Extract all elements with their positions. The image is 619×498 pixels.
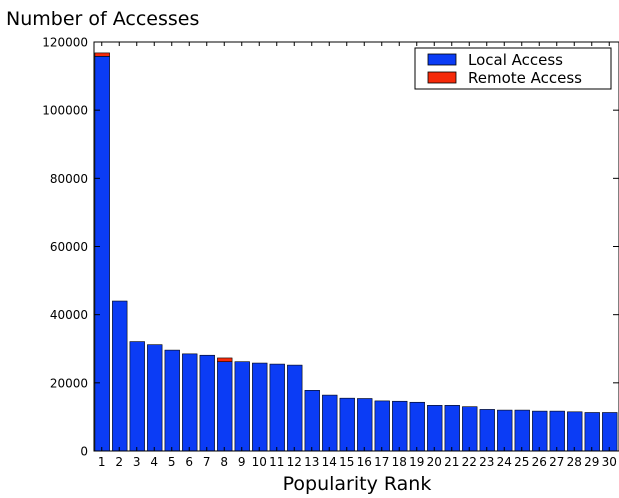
- bar-local-24: [497, 409, 513, 452]
- x-tick-label: 14: [322, 455, 337, 469]
- bar-local-30: [602, 412, 618, 452]
- bar-local-6: [182, 353, 198, 452]
- bar-local-26: [532, 410, 548, 452]
- bar-local-23: [479, 409, 495, 452]
- x-tick-label: 20: [427, 455, 442, 469]
- bar-local-13: [304, 390, 320, 452]
- bar-local-21: [444, 405, 460, 452]
- x-tick-label: 24: [497, 455, 512, 469]
- bar-local-7: [199, 354, 215, 452]
- x-tick-label: 28: [567, 455, 582, 469]
- x-tick-label: 13: [304, 455, 319, 469]
- bar-local-27: [549, 410, 565, 452]
- x-tick-label: 8: [220, 455, 228, 469]
- bar-remote-1: [94, 52, 110, 57]
- legend: Local Access Remote Access: [414, 47, 612, 90]
- y-tick-label: 60000: [50, 240, 88, 254]
- x-tick-label: 6: [185, 455, 193, 469]
- bar-local-20: [427, 405, 443, 452]
- bar-local-9: [234, 361, 250, 452]
- bar-local-18: [392, 400, 408, 452]
- x-tick-label: 26: [532, 455, 547, 469]
- x-tick-label: 29: [584, 455, 599, 469]
- bar-local-10: [252, 362, 268, 452]
- legend-swatch-local-access: [427, 53, 457, 66]
- y-tick-label: 0: [80, 445, 88, 459]
- x-tick-label: 12: [287, 455, 302, 469]
- bar-local-19: [409, 401, 425, 452]
- x-tick-label: 22: [462, 455, 477, 469]
- y-tick-label: 120000: [42, 36, 88, 50]
- bar-local-17: [374, 400, 390, 452]
- x-tick-label: 16: [357, 455, 372, 469]
- bar-local-11: [269, 363, 285, 452]
- y-tick-label: 20000: [50, 376, 88, 390]
- x-tick-label: 21: [444, 455, 459, 469]
- x-tick-label: 1: [98, 455, 106, 469]
- bar-local-12: [287, 364, 303, 452]
- bar-local-28: [567, 411, 583, 452]
- legend-label-local-access: Local Access: [468, 51, 563, 69]
- x-tick-label: 25: [514, 455, 529, 469]
- ticks-group: 1 2 3 4 5 6 7 8 9 10 11 12 13 14 15 16 17 18 19 20 21 22 23 24 2…: [42, 36, 619, 469]
- x-tick-label: 15: [339, 455, 354, 469]
- bar-local-16: [357, 398, 373, 452]
- y-tick-label: 40000: [50, 308, 88, 322]
- x-tick-label: 5: [168, 455, 176, 469]
- bar-local-25: [514, 409, 530, 452]
- x-tick-label: 4: [150, 455, 158, 469]
- x-tick-label: 30: [602, 455, 617, 469]
- bar-local-3: [129, 341, 145, 452]
- x-tick-label: 3: [133, 455, 141, 469]
- x-tick-label: 18: [392, 455, 407, 469]
- x-tick-label: 7: [203, 455, 211, 469]
- x-tick-label: 2: [115, 455, 123, 469]
- bar-remote-8: [217, 357, 233, 363]
- x-tick-label: 23: [479, 455, 494, 469]
- y-axis-label: Number of Accesses: [6, 8, 199, 30]
- bar-local-5: [164, 349, 180, 452]
- plot-frame: [93, 41, 619, 452]
- x-axis-label: Popularity Rank: [283, 473, 432, 495]
- x-tick-label: 9: [238, 455, 246, 469]
- bar-local-4: [147, 344, 163, 452]
- legend-swatch-remote-access: [427, 71, 457, 84]
- bar-local-29: [584, 412, 600, 452]
- bar-local-8: [217, 361, 233, 452]
- legend-label-remote-access: Remote Access: [468, 69, 582, 87]
- x-tick-label: 27: [549, 455, 564, 469]
- x-tick-label: 11: [269, 455, 284, 469]
- bar-local-1: [94, 56, 110, 452]
- y-tick-label: 100000: [42, 104, 88, 118]
- bar-local-14: [322, 394, 338, 452]
- x-tick-label: 19: [409, 455, 424, 469]
- bars-group: [94, 52, 618, 452]
- bar-local-22: [462, 406, 478, 452]
- x-tick-label: 17: [374, 455, 389, 469]
- x-tick-label: 10: [252, 455, 267, 469]
- bar-local-15: [339, 397, 355, 452]
- y-tick-label: 80000: [50, 172, 88, 186]
- bar-local-2: [112, 300, 128, 452]
